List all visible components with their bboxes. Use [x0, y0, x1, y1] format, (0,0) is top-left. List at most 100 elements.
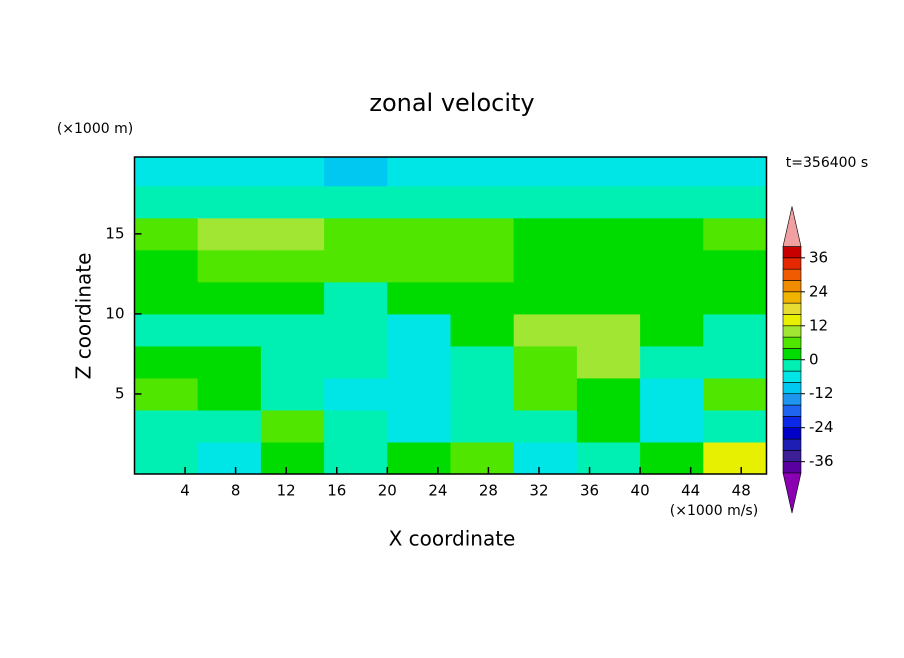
field-cell — [134, 409, 199, 443]
field-cell — [640, 281, 704, 315]
field-cell — [260, 345, 325, 379]
x-axis-label: X coordinate — [389, 527, 516, 551]
field-cell — [576, 441, 641, 475]
field-cell — [197, 281, 262, 315]
field-cell — [134, 377, 199, 411]
field-cell — [703, 157, 767, 187]
field-cell — [703, 281, 767, 315]
field-cell — [513, 217, 578, 251]
field-cell — [576, 377, 641, 411]
field-cell — [387, 249, 451, 283]
field-cell — [450, 377, 515, 411]
field-cell — [513, 345, 578, 379]
x-unit: (×1000 m/s) — [670, 503, 758, 519]
field-cell — [450, 345, 515, 379]
field-cell — [703, 249, 767, 283]
colorbar-extend-bottom — [782, 472, 802, 514]
field-cell — [450, 313, 515, 347]
y-tick-label: 15 — [105, 224, 124, 242]
field-cell — [576, 313, 641, 347]
field-cell — [134, 281, 199, 315]
colorbar-tick-label: 0 — [809, 350, 819, 368]
x-tick-label: 32 — [529, 482, 548, 500]
field-cell — [324, 217, 388, 251]
field-cell — [640, 377, 704, 411]
field-cell — [450, 281, 515, 315]
colorbar-box — [782, 280, 802, 293]
field-cell — [387, 441, 451, 475]
field-cell — [387, 409, 451, 443]
field-cell — [703, 313, 767, 347]
field-cell — [387, 345, 451, 379]
x-tick-label: 48 — [732, 482, 751, 500]
field-cell — [450, 441, 515, 475]
field-cell — [513, 157, 578, 187]
field-cell — [513, 409, 578, 443]
field-cell — [197, 217, 262, 251]
field-cell — [513, 249, 578, 283]
field-cell — [324, 409, 388, 443]
x-tick-label: 36 — [580, 482, 599, 500]
field-cell — [513, 377, 578, 411]
field-cell — [450, 217, 515, 251]
field-cell — [576, 157, 641, 187]
field-cell — [576, 409, 641, 443]
colorbar-tick-label: -24 — [809, 418, 834, 436]
field-cell — [703, 441, 767, 475]
field-cell — [260, 313, 325, 347]
field-cell — [703, 345, 767, 379]
field-cell — [576, 185, 641, 219]
colorbar-box — [782, 325, 802, 338]
field-cell — [134, 345, 199, 379]
field-cell — [134, 441, 199, 475]
field-cell — [324, 185, 388, 219]
field-cell — [260, 185, 325, 219]
field-cell — [197, 185, 262, 219]
y-tick-label: 5 — [115, 384, 125, 402]
field-cell — [450, 409, 515, 443]
field-cell — [260, 281, 325, 315]
field-cell — [640, 157, 704, 187]
x-tick-label: 28 — [479, 482, 498, 500]
field-cell — [640, 249, 704, 283]
x-tick-label: 40 — [631, 482, 650, 500]
colorbar-tick-label: -36 — [809, 452, 834, 470]
field-cell — [324, 441, 388, 475]
x-tick-label: 44 — [681, 482, 700, 500]
field-cell — [450, 157, 515, 187]
field-cell — [197, 249, 262, 283]
colorbar-box — [782, 302, 802, 315]
field-cell — [513, 185, 578, 219]
colorbar-box — [782, 416, 802, 428]
field-cell — [197, 313, 262, 347]
field-cell — [134, 185, 199, 219]
field-cell — [324, 249, 388, 283]
field-cell — [640, 409, 704, 443]
colorbar-box — [782, 370, 802, 383]
y-tick-label: 10 — [105, 304, 124, 322]
x-tick-label: 24 — [428, 482, 447, 500]
colorbar-box — [782, 382, 802, 395]
field-cell — [640, 345, 704, 379]
y-unit: (×1000 m) — [57, 121, 133, 137]
field-cell — [513, 441, 578, 475]
colorbar-box — [782, 359, 802, 372]
field-cell — [703, 217, 767, 251]
field-cell — [324, 345, 388, 379]
field-cell — [197, 409, 262, 443]
field-cell — [197, 345, 262, 379]
field-cell — [576, 281, 641, 315]
field-cell — [134, 157, 199, 187]
field-cell — [387, 157, 451, 187]
field-cell — [324, 281, 388, 315]
field-cell — [197, 377, 262, 411]
field-cell — [450, 185, 515, 219]
field-cell — [324, 377, 388, 411]
colorbar-tick-label: 24 — [809, 282, 828, 300]
field-cell — [134, 249, 199, 283]
field-cell — [134, 217, 199, 251]
x-tick-label: 16 — [327, 482, 346, 500]
field-cell — [260, 157, 325, 187]
field-cell — [197, 157, 262, 187]
